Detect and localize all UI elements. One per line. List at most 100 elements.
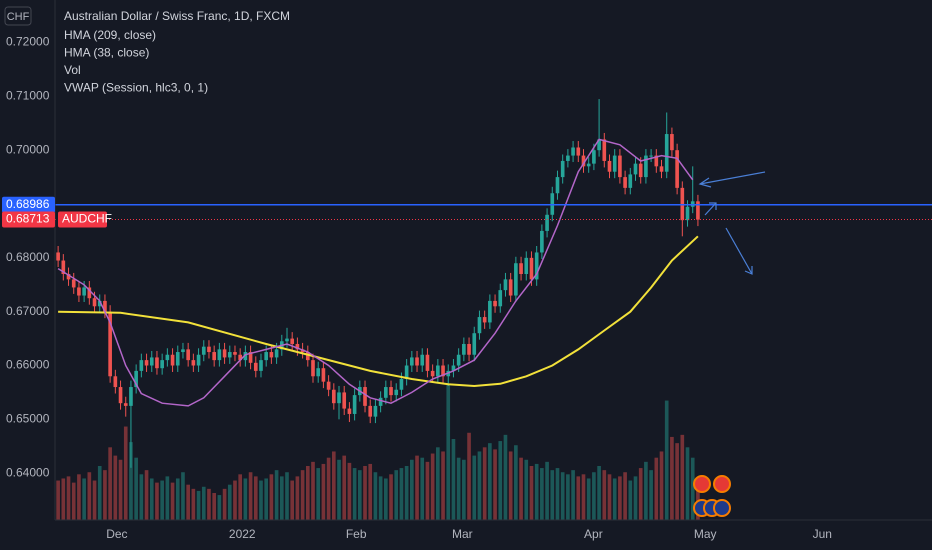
indicator-line: [57, 138, 694, 407]
volume-layer: [56, 385, 700, 520]
y-tick-label: 0.68000: [6, 250, 50, 264]
candle-body: [368, 405, 373, 417]
candle-body: [436, 365, 440, 377]
legend-entry: HMA (38, close): [64, 46, 149, 60]
candle-body: [373, 405, 378, 417]
volume-bar: [514, 445, 518, 520]
price-lines: [55, 204, 932, 220]
volume-bar: [586, 478, 591, 520]
candle-body: [384, 387, 388, 398]
volume-bar: [181, 472, 185, 520]
candle-body: [586, 163, 591, 167]
event-icon[interactable]: [693, 475, 711, 493]
price-badge: [2, 211, 55, 228]
volume-bar: [550, 470, 555, 520]
currency: CHF: [7, 11, 30, 23]
candle-body: [415, 357, 419, 366]
volume-bar: [404, 466, 409, 520]
y-tick-label: 0.64000: [6, 465, 50, 479]
currency-box: [4, 6, 32, 26]
volume-bar: [92, 480, 97, 520]
candle-body: [690, 201, 695, 207]
volume-bar: [222, 488, 227, 520]
candle-body: [363, 387, 367, 406]
volume-bar: [670, 436, 674, 520]
volume-bar: [488, 443, 492, 520]
event-icon[interactable]: [713, 499, 731, 517]
volume-bar: [238, 474, 242, 520]
volume-bar: [384, 478, 388, 520]
volume-bar: [201, 486, 206, 520]
volume-bar: [103, 470, 107, 520]
volume-bar: [477, 451, 482, 520]
candle-body: [685, 206, 690, 221]
symbol-badge-label: AUDCHF: [62, 212, 112, 226]
candle-body: [425, 354, 430, 371]
candle-body: [295, 343, 300, 350]
volume-bar: [659, 451, 664, 520]
candle-body: [623, 177, 627, 188]
candle-body: [514, 263, 518, 296]
volume-bar: [498, 441, 503, 520]
volume-bar: [331, 451, 336, 520]
y-tick-label: 0.70000: [6, 142, 50, 156]
candle-body: [644, 155, 648, 178]
volume-bar: [566, 474, 570, 520]
volume-bar: [508, 451, 513, 520]
volume-bar: [534, 463, 539, 520]
volume-bar: [300, 470, 305, 520]
volume-bar: [97, 466, 102, 520]
candle-body: [394, 389, 399, 396]
volume-bar: [253, 476, 258, 520]
candle-body: [555, 177, 560, 194]
volume-bar: [628, 480, 633, 520]
arrow-head: [709, 202, 717, 210]
candle-body: [503, 279, 508, 291]
candle-body: [149, 357, 154, 366]
candle-body: [56, 252, 60, 261]
candle-body: [540, 230, 544, 253]
candle-body: [493, 300, 497, 307]
volume-bar: [342, 455, 347, 520]
volume-bar: [644, 461, 648, 520]
candle-body: [654, 155, 659, 167]
volume-bar: [207, 488, 211, 520]
volume-bar: [337, 459, 341, 520]
volume-bar: [571, 470, 575, 520]
indicator-line: [58, 235, 699, 388]
legend-entry: HMA (209, close): [64, 28, 156, 42]
volume-bar: [425, 461, 430, 520]
volume-bar: [472, 455, 477, 520]
volume-bar: [71, 482, 76, 520]
candle-body: [347, 408, 352, 414]
volume-bar: [576, 476, 581, 520]
candle-body: [186, 349, 190, 361]
candle-body: [342, 392, 347, 409]
candle-body: [129, 387, 133, 406]
candle-body: [592, 150, 596, 164]
candle-body: [82, 287, 86, 296]
event-icon[interactable]: [713, 475, 731, 493]
volume-bar: [415, 455, 419, 520]
volume-bar: [259, 480, 263, 520]
volume-bar: [191, 488, 196, 520]
volume-bar: [108, 447, 112, 520]
arrow-head: [698, 177, 712, 188]
candle-body: [581, 155, 586, 167]
volume-bar: [399, 468, 404, 520]
candle-body: [243, 352, 248, 361]
candle-body: [337, 392, 341, 404]
overlay-layer: [57, 138, 699, 407]
volume-bar: [649, 470, 653, 520]
candle-body: [61, 260, 66, 274]
legend: HMA (209, close) HMA (38, close) Vol VWAP (…: [64, 28, 208, 95]
candle-body: [217, 349, 222, 361]
drawing-arrows: [698, 171, 766, 275]
volume-bar: [451, 439, 456, 520]
candle-body: [248, 352, 253, 363]
candle-body: [290, 338, 295, 344]
candle-body: [659, 166, 664, 172]
x-tick-label: Apr: [584, 527, 603, 541]
candle-body: [633, 163, 638, 175]
volume-bar: [389, 474, 393, 520]
